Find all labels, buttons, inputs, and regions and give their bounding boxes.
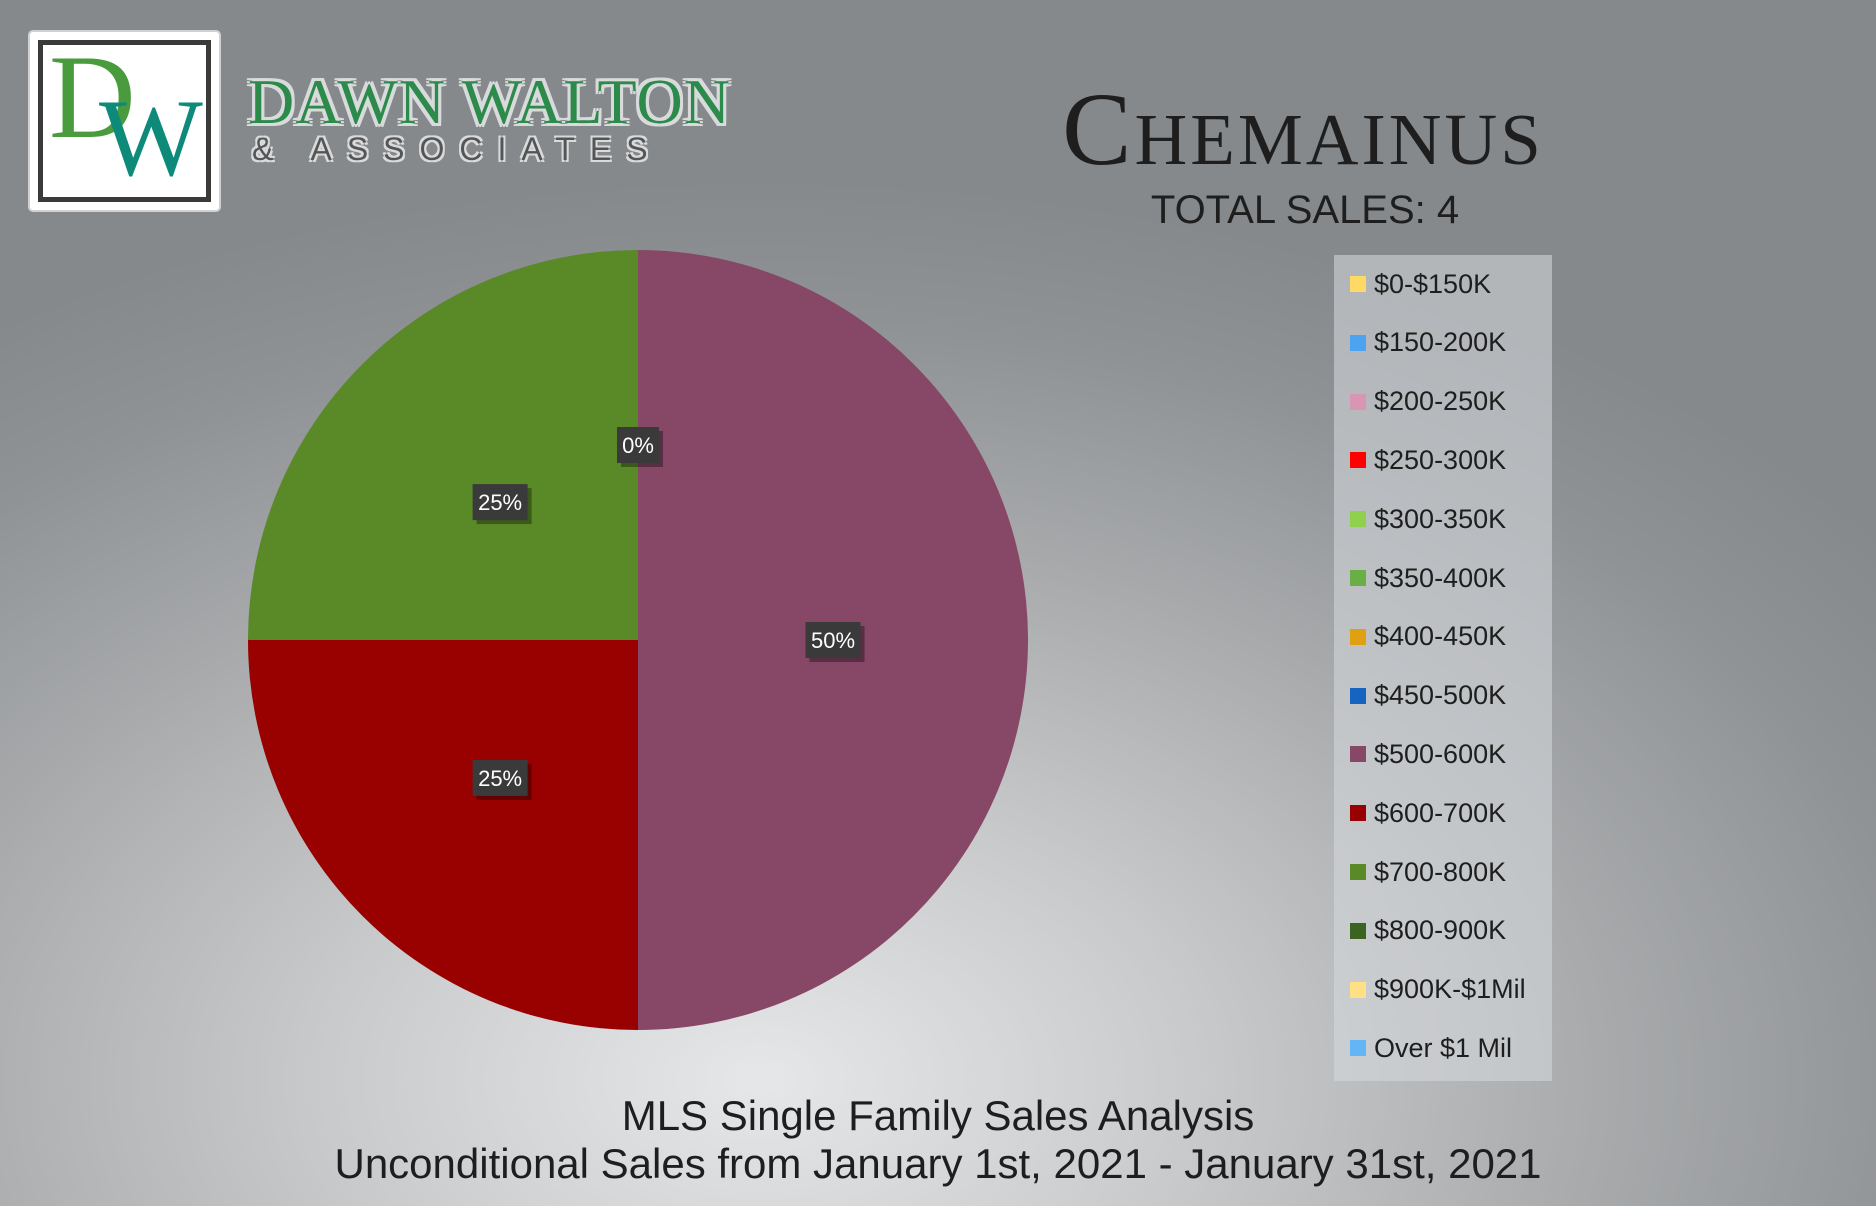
- legend-item-6: $400-450K: [1350, 621, 1507, 652]
- legend-label: $700-800K: [1374, 856, 1507, 887]
- legend-label: $450-500K: [1374, 680, 1507, 711]
- legend-item-5: $350-400K: [1350, 563, 1506, 593]
- legend-swatch: [1350, 276, 1366, 292]
- svg-text:25%: 25%: [478, 490, 522, 515]
- logo: D W: [30, 32, 219, 210]
- legend-item-13: Over $1 Mil: [1350, 1033, 1512, 1063]
- data-label-3: 25%: [472, 484, 532, 525]
- legend-label: $900K-$1Mil: [1374, 974, 1526, 1005]
- legend-label: $300-350K: [1374, 503, 1507, 534]
- legend-item-11: $800-900K: [1350, 915, 1507, 946]
- svg-text:50%: 50%: [811, 628, 855, 653]
- legend-label: $600-700K: [1374, 797, 1507, 828]
- svg-text:0%: 0%: [622, 433, 654, 458]
- legend-swatch: [1350, 864, 1366, 880]
- data-label-0: 0%: [617, 427, 663, 467]
- legend-item-3: $250-300K: [1350, 445, 1506, 475]
- legend-swatch: [1350, 922, 1366, 939]
- legend-item-4: $300-350K: [1350, 504, 1506, 534]
- legend-swatch: [1350, 687, 1366, 704]
- legend-swatch: [1350, 393, 1366, 410]
- chart-legend: $0-$150K $150-200K $200-250K $250-300K $300-…: [1334, 255, 1552, 1081]
- legend-swatch: [1350, 746, 1366, 763]
- legend-swatch: [1350, 1040, 1366, 1057]
- legend-label: $350-400K: [1374, 562, 1507, 593]
- legend-item-8: $500-600K: [1350, 739, 1506, 769]
- chart-subtitle: TOTAL SALES: 4: [1150, 188, 1460, 232]
- legend-item-1: $150-200K: [1350, 327, 1507, 358]
- legend-item-0: $0-$150K: [1350, 269, 1491, 299]
- logo-frame: D W: [38, 40, 211, 202]
- brand-subtitle: & ASSOCIATES: [252, 131, 663, 167]
- legend-label: Over $1 Mil: [1374, 1032, 1513, 1063]
- footer-line-1: MLS Single Family Sales Analysis: [621, 1092, 1255, 1139]
- legend-swatch: [1350, 511, 1366, 528]
- legend-item-9: $600-700K: [1350, 798, 1506, 828]
- legend-swatch: [1350, 628, 1366, 645]
- pie-slice-10: [248, 250, 638, 640]
- legend-item-2: $200-250K: [1350, 386, 1507, 417]
- data-label-2: 25%: [472, 759, 532, 800]
- legend-label: $400-450K: [1374, 621, 1507, 652]
- footer-line-2: Unconditional Sales from January 1st, 20…: [334, 1140, 1542, 1187]
- legend-label: $250-300K: [1374, 444, 1507, 475]
- chart-title: Chemainus: [1062, 72, 1544, 187]
- logo-letter-w: W: [99, 77, 203, 199]
- svg-text:25%: 25%: [478, 766, 522, 791]
- logo-letter-d: D: [49, 40, 136, 163]
- legend-swatch: [1350, 981, 1366, 998]
- pie-slice-9: [248, 640, 638, 1030]
- legend-label: $150-200K: [1374, 327, 1507, 358]
- legend-item-12: $900K-$1Mil: [1350, 974, 1526, 1005]
- legend-item-10: $700-800K: [1350, 857, 1506, 887]
- legend-item-7: $450-500K: [1350, 680, 1507, 711]
- legend-label: $800-900K: [1374, 915, 1507, 946]
- legend-label: $200-250K: [1374, 386, 1507, 417]
- legend-swatch: [1350, 570, 1366, 586]
- brand-name: DAWN WALTON: [248, 66, 731, 137]
- data-label-1: 50%: [805, 622, 865, 662]
- legend-swatch: [1350, 452, 1366, 469]
- legend-label: $500-600K: [1374, 738, 1507, 769]
- legend-swatch: [1350, 334, 1366, 351]
- legend-label: $0-$150K: [1374, 268, 1492, 299]
- legend-swatch: [1350, 805, 1366, 822]
